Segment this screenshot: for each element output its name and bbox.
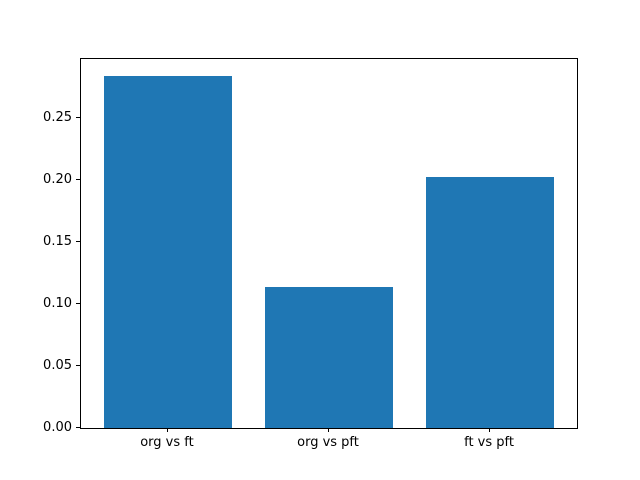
y-tick-label-0.20: 0.20 [43,172,72,188]
y-tick-mark-0.15 [76,241,80,243]
x-tick-mark-org-vs-ft [166,428,168,432]
x-tick-mark-ft-vs-pft [489,428,491,432]
bar-org-vs-ft [103,76,233,428]
plot-area [80,58,578,429]
x-tick-mark-org-vs-pft [328,428,329,432]
x-tick-label-ft-vs-pft: ft vs pft [464,435,514,450]
y-tick-label-0.00: 0.00 [43,420,72,435]
y-tick-mark-0.10 [76,303,80,305]
x-tick-label-org-vs-pft: org vs pft [297,435,359,450]
bar-org-vs-pft [264,286,394,428]
y-tick-label-0.15: 0.15 [43,234,72,250]
y-tick-label-0.10: 0.10 [43,296,72,312]
y-tick-label-0.25: 0.25 [43,110,72,126]
y-tick-label-0.05: 0.05 [43,358,72,374]
bar-ft-vs-pft [425,176,555,428]
y-tick-mark-0.25 [76,117,80,119]
y-tick-mark-0.05 [76,365,80,367]
y-tick-mark-0.20 [76,179,80,181]
y-tick-mark-0.00 [76,427,80,428]
x-tick-label-org-vs-ft: org vs ft [140,435,194,450]
